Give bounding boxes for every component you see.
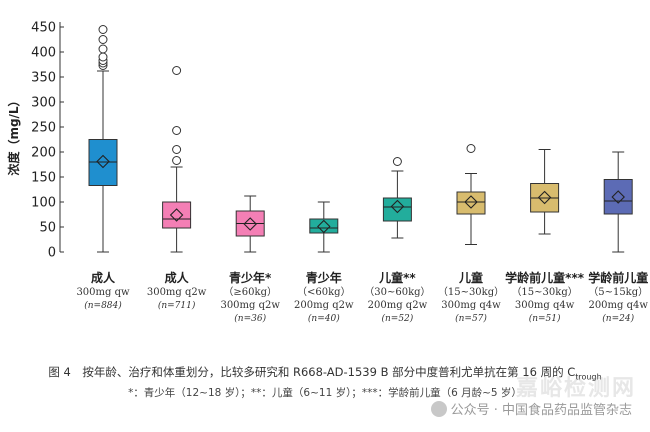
y-tick-label: 450 <box>31 21 56 36</box>
y-axis-label: 浓度（mg/L） <box>6 94 21 175</box>
figure-footnote: *：青少年（12~18 岁）；**：儿童（6~11 岁）；***：学龄前儿童（6… <box>128 387 522 399</box>
group-label-detail: 300mg q4w <box>515 300 575 311</box>
group-label-detail: （<60kg） <box>297 286 351 298</box>
group-label-n: (n=40) <box>308 313 340 324</box>
y-tick-label: 400 <box>31 46 56 61</box>
group-label-detail: （30~60kg） <box>364 286 430 298</box>
wechat-icon <box>430 401 447 417</box>
y-tick-label: 150 <box>31 171 56 186</box>
y-tick-label: 200 <box>31 146 56 161</box>
mean-marker <box>317 219 331 234</box>
group-label-detail: 200mg q2w <box>294 300 354 311</box>
outlier-point <box>98 52 108 62</box>
outlier-point <box>98 35 108 44</box>
mean-marker <box>537 190 552 205</box>
iqr-box <box>456 191 486 215</box>
group-label-detail: （15~30kg） <box>438 286 504 298</box>
y-tick-label: 250 <box>31 121 56 136</box>
group-label-detail: 300mg q4w <box>441 300 501 311</box>
group-label-title: 青少年* <box>229 270 272 285</box>
group-label-title: 青少年 <box>306 270 342 285</box>
group-label-detail: 300mg qw <box>76 287 130 298</box>
chart-axes: 0 50 100 150 200 250 300 350 400 450 <box>31 21 64 261</box>
iqr-box <box>603 179 633 215</box>
mean-marker <box>390 199 405 214</box>
mean-marker <box>243 217 257 231</box>
group-label-title: 学龄前儿童*** <box>505 270 585 285</box>
group-label-title: 儿童 <box>458 270 483 285</box>
outlier-point <box>172 156 182 165</box>
mean-marker <box>464 195 478 209</box>
group-label-detail: 300mg q2w <box>147 287 207 298</box>
site-watermark: 嘉峪检测网 <box>515 376 636 401</box>
mean-marker <box>169 208 184 222</box>
group-label-detail: （5~15kg） <box>588 286 648 298</box>
group-label-detail: （15~30kg） <box>511 286 577 298</box>
group-label-detail: 200mg q4w <box>588 300 648 311</box>
outlier-point <box>98 44 108 54</box>
group-label-n: (n=51) <box>529 313 561 324</box>
group-label-n: (n=24) <box>602 313 634 324</box>
outlier-point <box>98 25 108 34</box>
iqr-box <box>162 201 192 229</box>
y-tick-label: 100 <box>31 196 56 211</box>
mean-marker <box>611 190 625 204</box>
iqr-box <box>382 197 412 222</box>
group-label-detail: 300mg q2w <box>220 300 280 311</box>
group-label-title: 学龄前儿童 <box>588 270 648 285</box>
y-tick-label: 350 <box>31 71 56 86</box>
group-label-n: (n=57) <box>455 313 487 324</box>
outlier-point <box>392 157 402 166</box>
group-label-n: (n=52) <box>381 313 413 324</box>
group-label-title: 儿童** <box>378 270 416 285</box>
outlier-point <box>466 144 476 153</box>
group-label-n: (n=36) <box>234 313 266 324</box>
outlier-point <box>172 145 182 154</box>
box-plot-chart: 0 50 100 150 200 250 300 350 400 450 成人 300mg qw (n… <box>6 21 648 325</box>
group-label-n: (n=884) <box>84 300 122 311</box>
group-label-title: 成人 <box>91 270 116 285</box>
wechat-watermark: 公众号 · 中国食品药品监管杂志 <box>430 399 632 418</box>
chart-boxes <box>88 25 633 253</box>
y-tick-label: 300 <box>31 96 56 111</box>
group-label-n: (n=711) <box>158 300 196 311</box>
group-label-detail: （≥60kg） <box>223 286 277 298</box>
y-tick-label: 50 <box>39 221 56 236</box>
y-tick-label: 0 <box>48 246 56 261</box>
figure-caption: 图 4 按年龄、治疗和体重划分，比较多研究和 R668-AD-1539 B 部分… <box>48 365 602 382</box>
mean-marker <box>96 154 110 169</box>
outlier-point <box>172 66 182 75</box>
outlier-point <box>172 126 182 135</box>
group-label-title: 成人 <box>165 270 190 285</box>
group-label-detail: 200mg q2w <box>368 300 428 311</box>
